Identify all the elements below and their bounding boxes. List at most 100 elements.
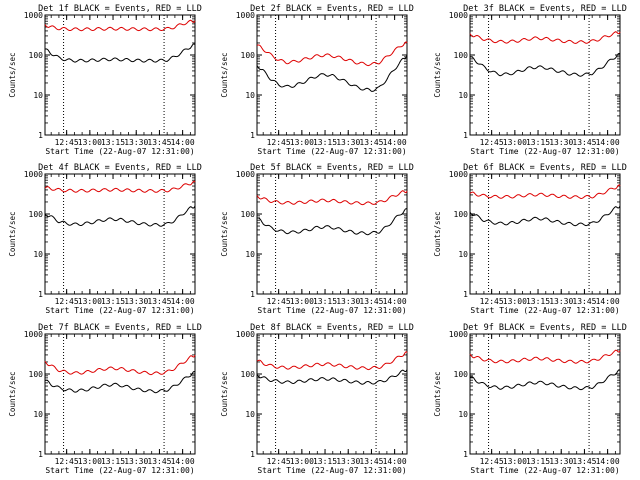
plot-frame	[256, 333, 408, 455]
y-tick-label: 1	[38, 450, 43, 459]
x-tick-label: 13:45	[572, 457, 596, 466]
x-tick-label: 13:15	[101, 138, 125, 147]
y-tick-label: 1000	[24, 330, 43, 339]
chart-title: Det 2f BLACK = Events, RED = LLD	[250, 4, 414, 14]
events-series-line	[469, 205, 621, 227]
x-tick-label: 14:00	[383, 138, 407, 147]
y-axis-label: Counts/sec	[220, 211, 229, 256]
x-tick-label: 13:30	[124, 138, 148, 147]
y-tick-label: 100	[454, 51, 469, 60]
x-tick-label: 13:30	[124, 457, 148, 466]
y-tick-label: 1	[463, 450, 468, 459]
x-tick-label: 13:15	[526, 138, 550, 147]
y-axis-label: Counts/sec	[8, 371, 17, 416]
events-series-line	[469, 369, 621, 391]
plot-frame	[469, 173, 621, 295]
x-tick-label: 13:00	[503, 297, 527, 306]
y-tick-label: 100	[454, 370, 469, 379]
plot-frame	[469, 333, 621, 455]
x-tick-label: 13:30	[336, 138, 360, 147]
chart-title: Det 8f BLACK = Events, RED = LLD	[250, 323, 414, 333]
x-tick-label: 13:00	[290, 457, 314, 466]
x-tick-label: 12:45	[480, 297, 504, 306]
y-tick-label: 10	[245, 410, 255, 419]
x-tick-label: 13:00	[78, 297, 102, 306]
lld-series-line	[256, 41, 408, 67]
x-tick-label: 13:45	[359, 138, 383, 147]
y-tick-label: 1	[463, 131, 468, 140]
x-axis-label: Start Time (22-Aug-07 12:31:00)	[257, 147, 406, 156]
y-tick-label: 1	[463, 290, 468, 299]
y-tick-label: 1000	[449, 11, 468, 20]
x-tick-label: 13:15	[526, 297, 550, 306]
x-tick-label: 12:45	[480, 457, 504, 466]
y-tick-label: 10	[458, 410, 468, 419]
y-tick-label: 100	[241, 210, 256, 219]
x-tick-label: 13:30	[124, 297, 148, 306]
x-tick-label: 13:30	[549, 297, 573, 306]
x-tick-label: 14:00	[596, 138, 620, 147]
x-tick-label: 13:45	[359, 297, 383, 306]
x-tick-label: 13:45	[359, 457, 383, 466]
y-axis-label: Counts/sec	[8, 211, 17, 256]
y-tick-label: 100	[29, 51, 44, 60]
x-tick-label: 12:45	[267, 138, 291, 147]
chart-title: Det 1f BLACK = Events, RED = LLD	[38, 4, 202, 14]
events-series-line	[256, 369, 408, 385]
events-series-line	[469, 52, 621, 77]
y-axis-label: Counts/sec	[220, 371, 229, 416]
x-tick-label: 13:15	[313, 457, 337, 466]
lld-series-line	[469, 31, 621, 44]
lld-series-line	[256, 351, 408, 371]
y-axis-label: Counts/sec	[220, 52, 229, 97]
y-axis-label: Counts/sec	[433, 52, 442, 97]
chart-panel-9: Det 9f BLACK = Events, RED = LLD 1 10 100 10…	[433, 323, 627, 475]
y-tick-label: 1000	[236, 11, 255, 20]
chart-panel-4: Det 4f BLACK = Events, RED = LLD 1 10 100 10…	[8, 163, 202, 315]
lld-series-line	[469, 184, 621, 200]
y-tick-label: 100	[454, 210, 469, 219]
y-tick-label: 1000	[236, 170, 255, 179]
plot-frame	[256, 173, 408, 295]
x-tick-label: 13:00	[503, 457, 527, 466]
y-tick-label: 1000	[236, 330, 255, 339]
x-tick-label: 13:30	[549, 457, 573, 466]
chart-panel-2: Det 2f BLACK = Events, RED = LLD 1 10 100 10…	[220, 4, 414, 156]
y-tick-label: 100	[29, 370, 44, 379]
x-tick-label: 14:00	[596, 457, 620, 466]
x-tick-label: 13:45	[147, 457, 171, 466]
x-tick-label: 13:30	[336, 297, 360, 306]
lld-series-line	[256, 190, 408, 206]
x-tick-label: 13:15	[101, 297, 125, 306]
x-tick-label: 14:00	[383, 297, 407, 306]
x-tick-label: 12:45	[267, 297, 291, 306]
plot-frame	[44, 333, 196, 455]
x-axis-label: Start Time (22-Aug-07 12:31:00)	[470, 306, 619, 315]
x-tick-label: 12:45	[480, 138, 504, 147]
plot-frame	[256, 14, 408, 136]
chart-panel-1: Det 1f BLACK = Events, RED = LLD 1 10 100 10…	[8, 4, 202, 156]
x-tick-label: 13:45	[147, 138, 171, 147]
x-axis-label: Start Time (22-Aug-07 12:31:00)	[45, 466, 194, 475]
plot-frame	[469, 14, 621, 136]
y-tick-label: 100	[241, 51, 256, 60]
y-tick-label: 10	[33, 250, 43, 259]
y-tick-label: 1	[250, 450, 255, 459]
x-tick-label: 14:00	[171, 297, 195, 306]
chart-title: Det 6f BLACK = Events, RED = LLD	[463, 163, 627, 173]
x-tick-label: 13:15	[313, 297, 337, 306]
x-tick-label: 13:30	[336, 457, 360, 466]
y-tick-label: 1	[38, 131, 43, 140]
y-tick-label: 10	[458, 250, 468, 259]
x-tick-label: 14:00	[171, 138, 195, 147]
y-tick-label: 1	[250, 290, 255, 299]
plot-frame	[44, 173, 196, 295]
y-tick-label: 1	[250, 131, 255, 140]
lld-series-line	[44, 19, 196, 32]
x-tick-label: 13:15	[526, 457, 550, 466]
y-tick-label: 10	[458, 91, 468, 100]
chart-title: Det 5f BLACK = Events, RED = LLD	[250, 163, 414, 173]
x-axis-label: Start Time (22-Aug-07 12:31:00)	[45, 306, 194, 315]
x-tick-label: 12:45	[55, 138, 79, 147]
